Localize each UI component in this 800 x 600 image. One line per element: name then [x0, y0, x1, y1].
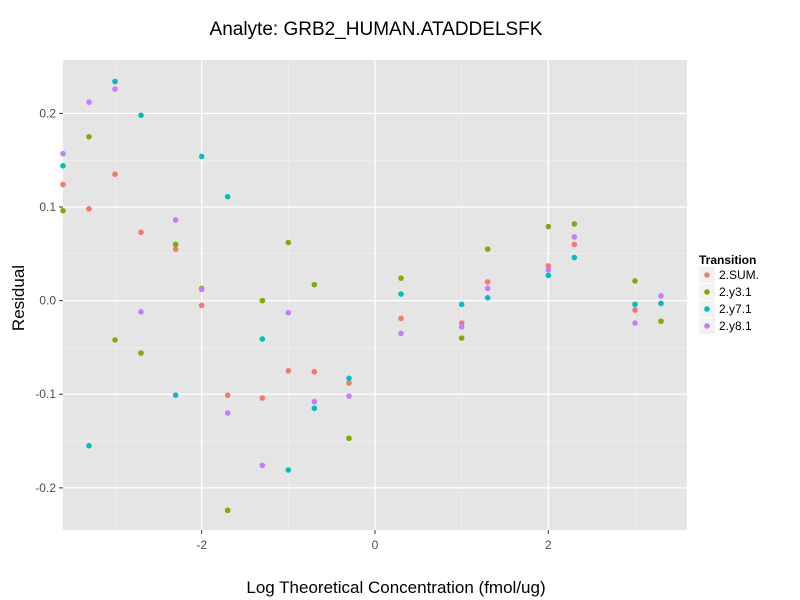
point-2-y8-1 [484, 285, 491, 292]
point-2-y8-1 [224, 410, 231, 416]
point-2-y7-1 [346, 375, 352, 382]
legend-title: Transition [699, 253, 756, 267]
point-2-y3-1 [224, 507, 231, 514]
point-2-sum [571, 241, 578, 248]
point-2-y3-1 [112, 337, 118, 343]
point-2-y3-1 [138, 350, 144, 356]
point-2-y3-1 [285, 239, 292, 246]
point-2-y8-1 [259, 462, 266, 469]
point-2-y8-1 [632, 320, 638, 326]
point-2-y3-1 [60, 207, 66, 214]
point-2-y7-1 [138, 112, 144, 119]
legend-key-2-y7-1 [704, 306, 710, 312]
point-2-y8-1 [398, 330, 404, 337]
point-2-y8-1 [346, 393, 352, 399]
point-2-y7-1 [545, 272, 552, 279]
point-2-sum [484, 279, 491, 285]
y-axis-ticks: -0.2 -0.1 0.0 0.1 0.2 [35, 106, 63, 495]
point-2-y7-1 [632, 301, 638, 308]
point-2-y7-1 [571, 254, 578, 261]
legend-label-2-y3-1: 2.y3.1 [719, 285, 752, 299]
y-tick-label: 0.0 [39, 294, 56, 308]
major-gridlines [63, 60, 687, 530]
point-2-sum [60, 181, 66, 188]
x-tick-label: 2 [545, 538, 552, 552]
point-2-y7-1 [458, 301, 465, 308]
point-2-y7-1 [658, 300, 664, 307]
point-2-y7-1 [60, 162, 66, 169]
chart-title: Analyte: GRB2_HUMAN.ATADDELSFK [210, 19, 543, 40]
x-tick-label: 0 [372, 538, 379, 552]
point-2-y8-1 [285, 309, 292, 316]
point-2-y7-1 [172, 392, 179, 398]
data-points [60, 78, 664, 514]
legend-label-2-sum: 2.SUM. [719, 268, 759, 282]
point-2-y7-1 [484, 295, 491, 301]
point-2-y3-1 [86, 133, 92, 140]
point-2-y3-1 [484, 246, 491, 252]
point-2-sum [632, 307, 638, 313]
x-axis-title: Log Theoretical Concentration (fmol/ug) [246, 578, 545, 597]
point-2-y3-1 [311, 281, 318, 288]
point-2-y8-1 [458, 324, 465, 330]
y-tick-label: 0.2 [39, 106, 56, 120]
point-2-sum [172, 246, 179, 252]
y-tick-label: -0.1 [35, 387, 56, 401]
point-2-y8-1 [311, 398, 318, 405]
point-2-y3-1 [545, 223, 552, 230]
point-2-y3-1 [571, 221, 578, 227]
point-2-sum [311, 368, 318, 375]
y-tick-label: -0.2 [35, 481, 56, 495]
point-2-y3-1 [346, 435, 352, 442]
point-2-y7-1 [86, 442, 92, 449]
point-2-y7-1 [398, 291, 404, 297]
legend-key-2-sum [704, 272, 710, 278]
y-tick-label: 0.1 [39, 200, 56, 214]
point-2-sum [224, 392, 231, 398]
point-2-y8-1 [60, 150, 66, 157]
point-2-y8-1 [658, 293, 664, 299]
point-2-y8-1 [198, 286, 205, 293]
point-2-y7-1 [311, 405, 318, 412]
point-2-y7-1 [224, 193, 231, 200]
point-2-y8-1 [112, 86, 118, 92]
point-2-y7-1 [112, 78, 118, 85]
x-tick-label: -2 [196, 538, 207, 552]
point-2-y8-1 [571, 234, 578, 240]
point-2-y3-1 [172, 241, 179, 248]
x-axis-ticks: -2 0 2 [196, 530, 552, 552]
point-2-y3-1 [458, 335, 465, 341]
point-2-sum [398, 315, 404, 322]
point-2-y8-1 [86, 99, 92, 105]
legend: Transition 2.SUM. 2.y3.1 2.y7.1 2.y8.1 [699, 253, 759, 334]
point-2-y8-1 [138, 309, 144, 315]
legend-label-2-y7-1: 2.y7.1 [719, 302, 752, 316]
point-2-y7-1 [259, 336, 266, 342]
point-2-sum [112, 171, 118, 178]
y-axis-title: Residual [9, 265, 28, 331]
point-2-sum [86, 206, 92, 212]
point-2-sum [346, 380, 352, 386]
point-2-sum [285, 368, 292, 374]
legend-key-2-y8-1 [704, 323, 710, 329]
point-2-y7-1 [198, 153, 205, 160]
point-2-y3-1 [632, 278, 638, 284]
point-2-y8-1 [172, 217, 179, 223]
point-2-sum [259, 395, 266, 401]
point-2-sum [138, 229, 144, 236]
point-2-y3-1 [259, 297, 266, 304]
legend-label-2-y8-1: 2.y8.1 [719, 319, 752, 333]
point-2-y8-1 [545, 266, 552, 273]
point-2-sum [198, 302, 205, 309]
point-2-y3-1 [658, 318, 664, 325]
point-2-y3-1 [398, 275, 404, 281]
legend-key-2-y3-1 [704, 289, 710, 295]
point-2-y7-1 [285, 467, 292, 473]
